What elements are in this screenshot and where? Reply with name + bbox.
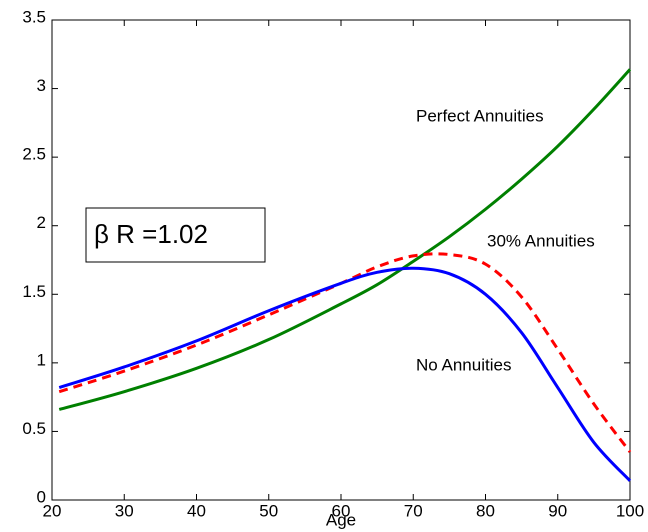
x-tick-label: 100 xyxy=(616,501,644,520)
x-tick-label: 20 xyxy=(43,501,62,520)
annotation: β R =1.02 xyxy=(94,219,208,249)
x-tick-label: 90 xyxy=(548,501,567,520)
y-tick-label: 1 xyxy=(37,350,46,369)
series-line xyxy=(58,252,632,453)
x-tick-label: 30 xyxy=(115,501,134,520)
x-tick-label: 40 xyxy=(187,501,206,520)
x-tick-label: 80 xyxy=(476,501,495,520)
x-tick-label: 60 xyxy=(332,501,351,520)
x-tick-label: 50 xyxy=(259,501,278,520)
y-tick-label: 1.5 xyxy=(22,282,46,301)
y-tick-label: 2.5 xyxy=(22,145,46,164)
y-tick-label: 3 xyxy=(37,76,46,95)
series-label: No Annuities xyxy=(416,355,511,374)
y-tick-label: 3.5 xyxy=(22,7,46,26)
series-line xyxy=(58,68,632,411)
x-tick-label: 70 xyxy=(404,501,423,520)
y-tick-label: 0 xyxy=(37,487,46,506)
series-label: 30% Annuities xyxy=(487,231,595,250)
series-label: Perfect Annuities xyxy=(416,106,544,125)
y-tick-label: 0.5 xyxy=(22,419,46,438)
y-tick-label: 2 xyxy=(37,213,46,232)
series-line xyxy=(58,266,632,482)
x-axis-label: Age xyxy=(326,510,356,529)
annotation-box xyxy=(85,207,266,263)
